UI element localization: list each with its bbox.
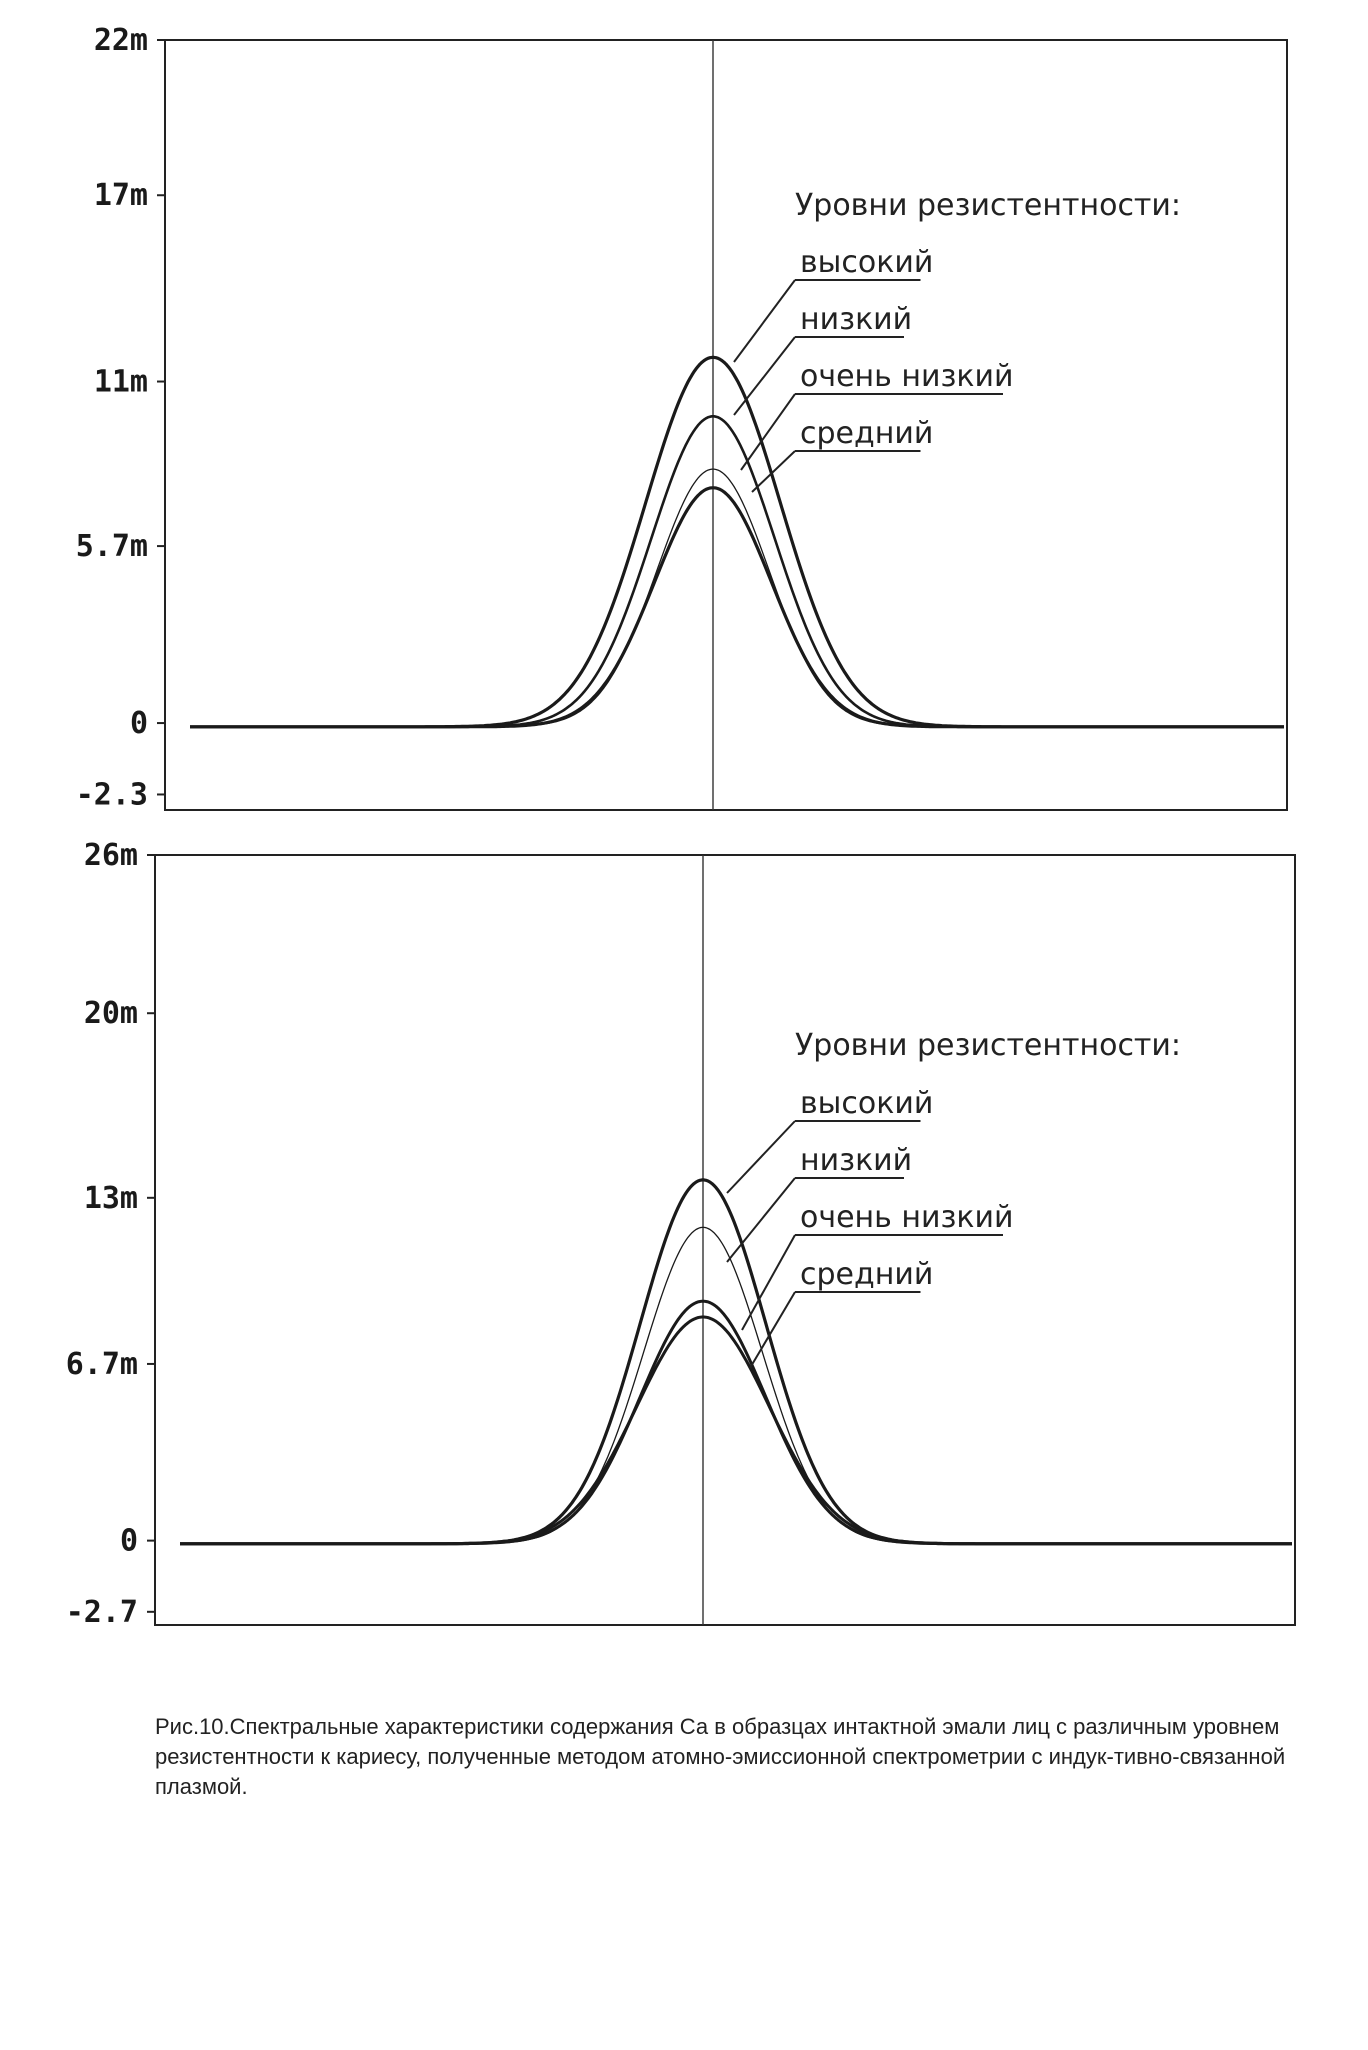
legend-leader: [726, 1177, 796, 1263]
y-tick-label: 20m: [84, 996, 138, 1031]
legend-label-3: средний: [800, 416, 933, 451]
series-curve-0: [180, 1178, 1292, 1546]
y-tick-label: 13m: [84, 1181, 138, 1216]
plot-frame: [154, 854, 1296, 1626]
legend-title: Уровни резистентности:: [795, 1028, 1181, 1063]
legend-leader: [733, 336, 796, 416]
legend-leader: [751, 450, 796, 493]
legend-label-3: средний: [800, 1257, 933, 1292]
y-tick-label: 26m: [84, 838, 138, 873]
y-tick-label: 11m: [94, 365, 148, 400]
legend-label-0: высокий: [800, 245, 933, 280]
y-tick-label: 22m: [94, 23, 148, 58]
series-curve-3: [190, 486, 1284, 729]
legend-leader: [733, 279, 796, 363]
y-tick-label: -2.7: [66, 1595, 138, 1630]
legend-leader: [740, 393, 796, 471]
legend-label-1: низкий: [800, 302, 912, 337]
legend-label-2: очень низкий: [800, 359, 1014, 394]
legend-leader: [741, 1234, 796, 1331]
legend-title: Уровни резистентности:: [795, 188, 1181, 223]
y-tick-label: 5.7m: [76, 529, 148, 564]
series-curve-1: [180, 1226, 1292, 1545]
series-curve-2: [180, 1299, 1292, 1546]
legend-label-1: низкий: [800, 1143, 912, 1178]
series-curve-3: [180, 1315, 1292, 1546]
y-tick-label: -2.3: [76, 777, 148, 812]
y-tick-label: 17m: [94, 178, 148, 213]
y-tick-label: 0: [130, 706, 148, 741]
figure-caption: Рис.10.Спектральные характеристики содер…: [155, 1714, 1286, 1799]
legend-leader: [749, 1291, 796, 1369]
chart-top: 22m 17m 11m 5.7m 0 -2.3 Уровни резистентности:…: [76, 23, 1288, 812]
y-tick-label: 0: [120, 1524, 138, 1559]
series-curve-1: [190, 415, 1284, 729]
y-tick-label: 6.7m: [66, 1347, 138, 1382]
series-curve-0: [190, 355, 1284, 729]
chart-bottom: 26m 20m 13m 6.7m 0 -2.7 Уровни резистентности:…: [66, 838, 1296, 1630]
legend-label-0: высокий: [800, 1086, 933, 1121]
legend-label-2: очень низкий: [800, 1200, 1014, 1235]
legend-leader: [726, 1120, 796, 1194]
plot-frame: [164, 39, 1288, 811]
